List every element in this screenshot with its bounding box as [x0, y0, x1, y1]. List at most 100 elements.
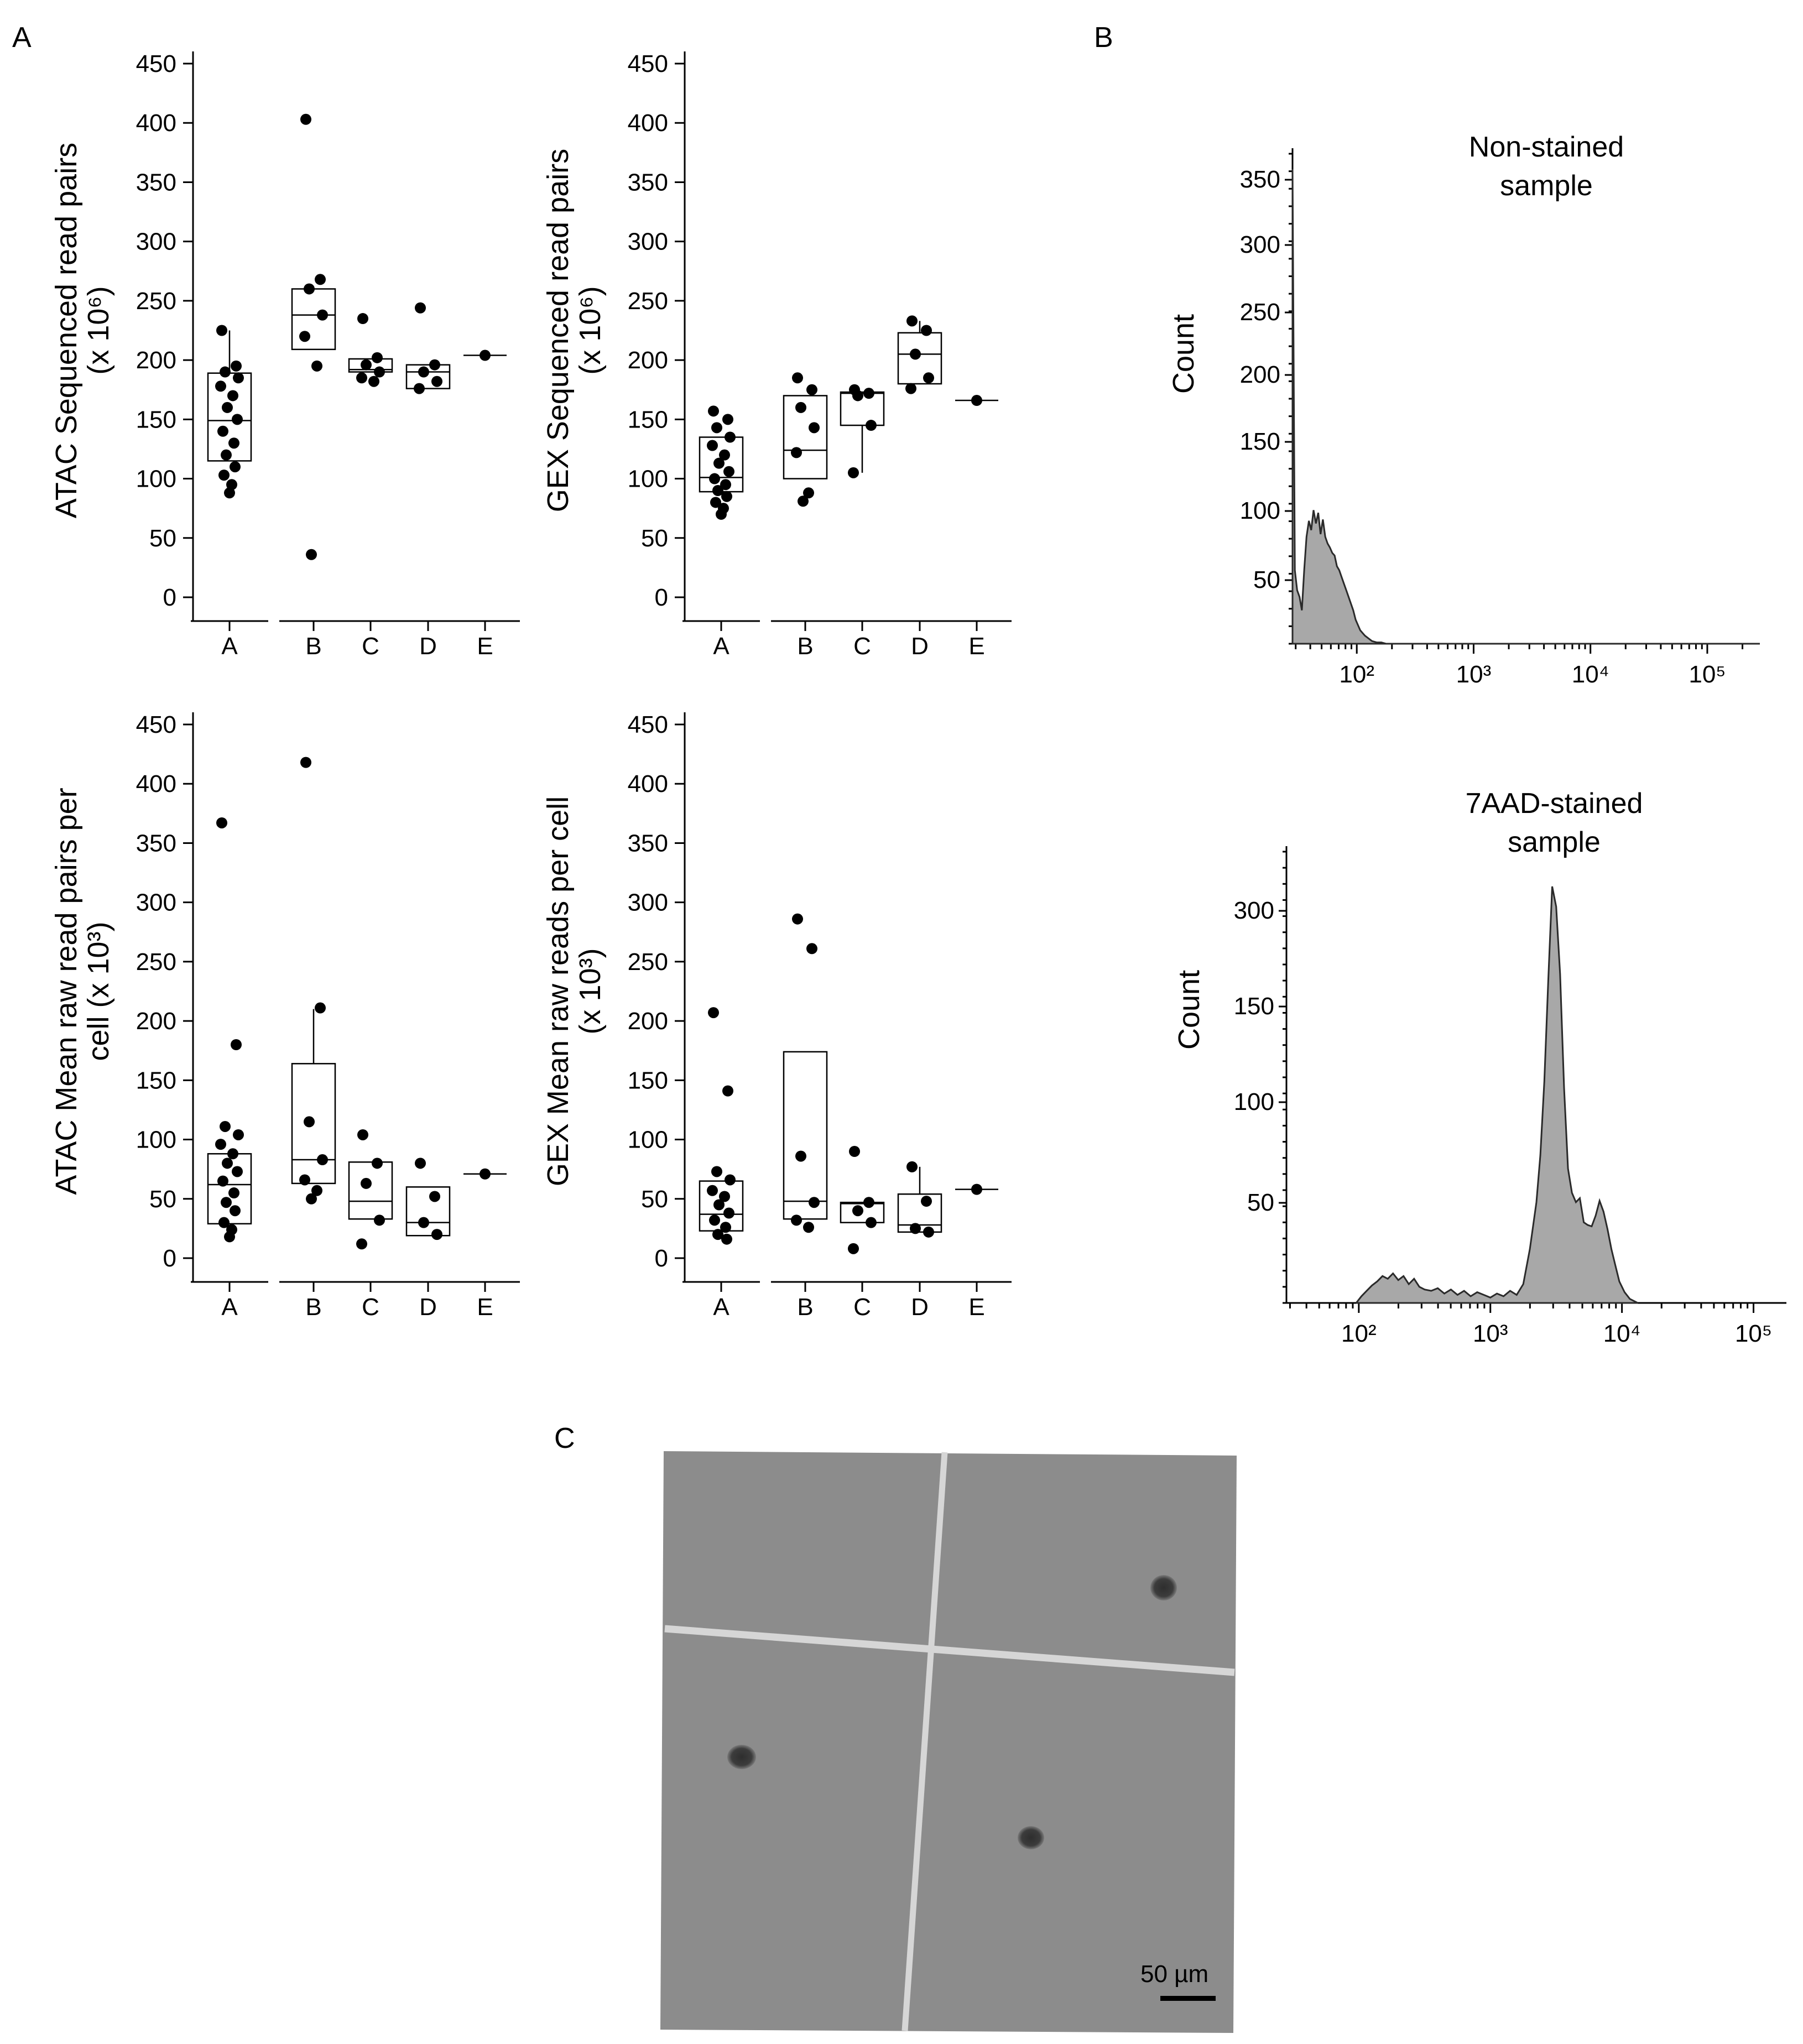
- data-point: [712, 1229, 723, 1240]
- data-point: [218, 470, 230, 481]
- x-tick-label: A: [221, 633, 238, 660]
- x-tick-label: A: [713, 1294, 729, 1321]
- box: [348, 1161, 393, 1220]
- y-tick-label: 200: [136, 1008, 176, 1035]
- data-point: [723, 1207, 734, 1219]
- data-point: [708, 1007, 719, 1019]
- x-tick-label: C: [853, 633, 871, 660]
- y-tick-label: 450: [628, 711, 668, 738]
- y-tick-label: 250: [628, 948, 668, 976]
- data-point: [806, 384, 817, 395]
- data-point: [220, 1120, 231, 1132]
- y-tick-label: 100: [136, 1127, 176, 1154]
- data-point: [809, 422, 820, 434]
- y-tick-label: 300: [628, 228, 668, 255]
- data-point: [228, 1187, 239, 1199]
- data-point: [720, 1222, 731, 1233]
- data-point: [725, 1174, 736, 1186]
- y-tick-label: 200: [628, 347, 668, 374]
- data-point: [231, 360, 242, 372]
- chart-title-line2: sample: [1508, 826, 1601, 858]
- data-point: [315, 1002, 326, 1014]
- x-tick-label: 10³: [1473, 1320, 1508, 1347]
- y-tick-label: 50: [641, 1186, 668, 1213]
- data-point: [480, 1168, 491, 1180]
- data-point: [806, 943, 817, 955]
- data-point: [217, 1175, 228, 1187]
- x-tick-label: E: [477, 633, 493, 660]
- panel-label-b: B: [1094, 22, 1113, 54]
- box-plot-gex-reads: 0 50 100 150 200 250 300 350 400 450 GEX Sequenced…: [541, 50, 1012, 660]
- y-axis-label: Count: [1167, 314, 1200, 394]
- data-point: [231, 1039, 242, 1050]
- y-tick-label: 300: [1234, 897, 1274, 924]
- data-point: [217, 425, 228, 437]
- data-point: [910, 348, 921, 360]
- y-tick-label: 50: [149, 1186, 176, 1213]
- data-point: [317, 1154, 328, 1166]
- y-tick-label: 100: [136, 466, 176, 493]
- data-point: [356, 1238, 367, 1250]
- x-tick-label: E: [477, 1294, 493, 1321]
- data-point: [224, 487, 235, 499]
- x-tick-label: D: [911, 633, 929, 660]
- box: [405, 364, 451, 389]
- box: [840, 391, 885, 426]
- x-tick-label: D: [911, 1294, 929, 1321]
- data-point: [849, 1146, 860, 1157]
- data-point: [921, 325, 932, 336]
- data-point: [711, 1166, 722, 1177]
- y-tick-label: 400: [628, 109, 668, 137]
- data-point: [227, 1148, 238, 1160]
- box-plot-atac-mean: 0 50 100 150 200 250 300 350 400 450 ATAC Mean raw…: [50, 711, 520, 1321]
- x-tick-label: B: [797, 1294, 813, 1321]
- x-tick-label: 10²: [1341, 1320, 1377, 1347]
- y-tick-label: 300: [136, 889, 176, 916]
- x-tick-label: E: [968, 633, 984, 660]
- x-tick-label: 10⁴: [1603, 1320, 1641, 1347]
- y-tick-label: 150: [1234, 993, 1274, 1020]
- data-point: [795, 401, 806, 413]
- data-point: [311, 1185, 322, 1196]
- data-point: [311, 360, 322, 372]
- y-tick-label: 200: [1240, 361, 1280, 388]
- histogram-area: [1355, 886, 1638, 1304]
- data-point: [708, 405, 719, 417]
- data-point: [357, 313, 368, 325]
- panel-label-c: C: [554, 1422, 575, 1454]
- y-tick-label: 250: [136, 288, 176, 315]
- y-tick-label: 300: [136, 228, 176, 255]
- y-tick-label: 100: [1234, 1088, 1274, 1115]
- x-tick-label: C: [362, 1294, 379, 1321]
- y-tick-label: 250: [628, 288, 668, 315]
- y-tick-label: 50: [1253, 566, 1280, 593]
- x-tick-label: C: [362, 633, 379, 660]
- data-point: [232, 1166, 243, 1177]
- data-point: [863, 1197, 874, 1208]
- y-tick-label: 450: [628, 50, 668, 77]
- box-plot-atac-reads: 0 50 100 150 200 250 300 350 400 450 ATAC Sequence…: [50, 50, 520, 660]
- data-point: [230, 461, 241, 473]
- data-point: [852, 390, 863, 401]
- grid-line-vertical: [902, 1452, 948, 2031]
- y-tick-label: 0: [163, 1245, 176, 1272]
- y-tick-label: 350: [136, 169, 176, 196]
- y-tick-label: 250: [1240, 299, 1280, 326]
- data-point: [304, 1116, 315, 1128]
- data-point: [306, 549, 317, 560]
- y-tick-label: 350: [136, 830, 176, 857]
- scale-bar-label: 50 µm: [1140, 1960, 1208, 1988]
- cell: [1150, 1575, 1177, 1600]
- box: [291, 288, 336, 351]
- data-point: [300, 757, 311, 768]
- data-point: [792, 913, 803, 925]
- x-tick-label: 10²: [1339, 661, 1374, 688]
- box: [207, 372, 252, 462]
- data-point: [372, 1157, 383, 1169]
- data-point: [803, 487, 814, 499]
- histogram-non-stained: 50 100 150 200 250 300 350 10² 10³ 10⁴ 10⁵ Non-stai…: [1167, 131, 1760, 688]
- y-tick-label: 0: [655, 1245, 668, 1272]
- data-point: [361, 359, 372, 371]
- y-axis-label-units: (x 10³): [574, 948, 607, 1034]
